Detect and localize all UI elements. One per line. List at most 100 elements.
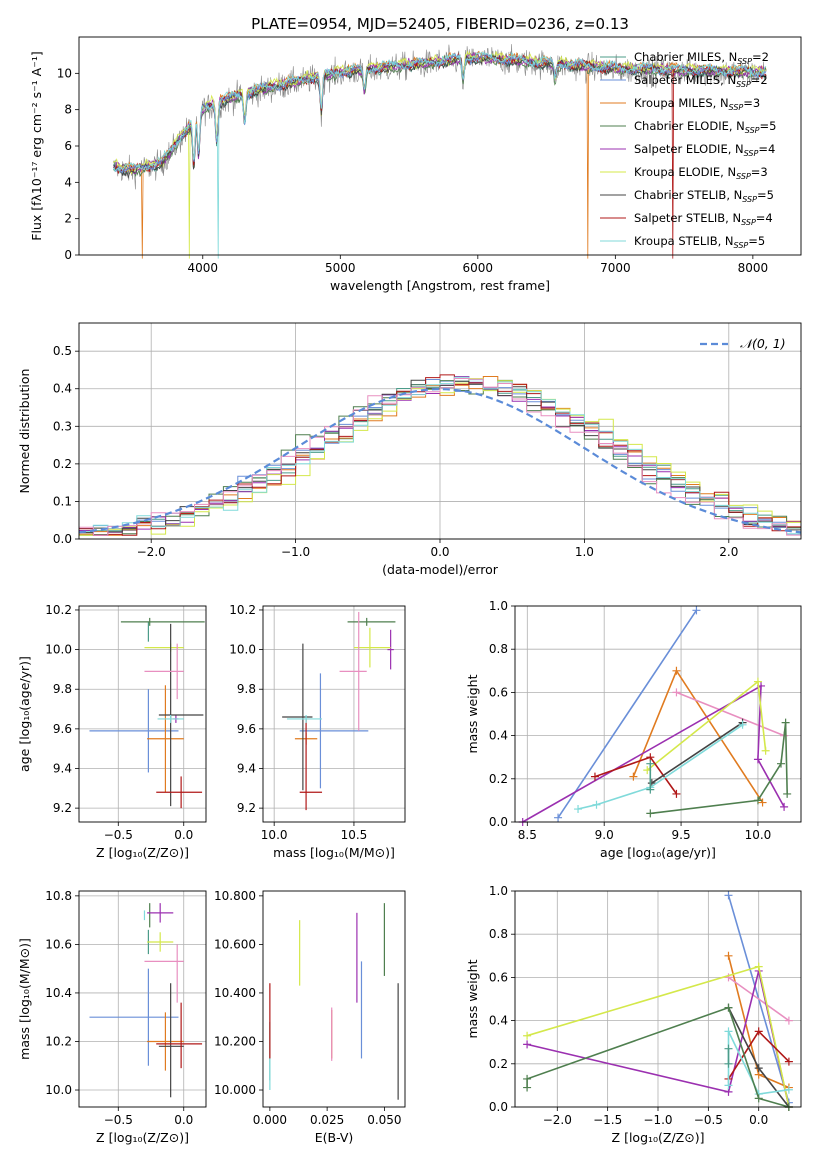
age-vs-mass-panel: 10.0 10.5 9.2 9.4 9.6 9.8 10.0 10.2 mass [log₁₀(… (229, 603, 406, 860)
axes-frame (78, 36, 802, 256)
errorbar-point (158, 983, 184, 1098)
y-tick-label: 0.6 (489, 685, 508, 699)
y-tick-label: 10.0 (229, 643, 256, 657)
x-tick-label: −1.5 (593, 1113, 622, 1127)
x-tick-label: 8000 (738, 261, 769, 275)
weight-point-marker (724, 1044, 733, 1053)
legend: Chabrier MILES, NSSP=2 Salpeter MILES, NS… (600, 50, 776, 250)
weight-point-marker (692, 606, 701, 615)
x-tick-label: 0.0 (430, 545, 449, 559)
weight-point-marker (523, 1083, 532, 1092)
axes-frame (262, 890, 406, 1108)
y-tick-label: 0.0 (489, 1100, 508, 1114)
weight-point-marker (754, 1094, 763, 1103)
axes-frame (514, 605, 802, 823)
y-tick-label: 0.4 (489, 1014, 508, 1028)
x-axis-label: (data-model)/error (382, 562, 499, 577)
y-tick-label: 1.0 (489, 884, 508, 898)
weight-point-marker (761, 746, 770, 755)
y-tick-label: 10.8 (45, 889, 72, 903)
weight-series-line (557, 609, 698, 819)
histogram-series (79, 376, 801, 535)
errorbar-point (387, 629, 394, 670)
x-tick-label: −2.0 (543, 1113, 572, 1127)
legend-entry: Chabrier MILES, NSSP=2 (634, 50, 769, 66)
legend-entry: Salpeter STELIB, NSSP=4 (634, 211, 773, 227)
x-axis-label: wavelength [Angstrom, rest frame] (330, 278, 550, 293)
spectrum-model-line (113, 52, 767, 259)
weight-series-line (522, 684, 785, 823)
y-tick-label: 10.600 (214, 937, 256, 951)
weight-point-marker (646, 785, 655, 794)
y-tick-label: 10.4 (45, 986, 72, 1000)
x-axis-label: mass [log₁₀(M/M⊙)] (273, 845, 395, 860)
y-tick-label: 9.6 (53, 722, 72, 736)
weight-point-marker (784, 1085, 793, 1094)
weight-point-marker (724, 1003, 733, 1012)
y-tick-label: 0.6 (489, 970, 508, 984)
y-axis-label: mass weight (465, 959, 480, 1038)
y-tick-label: 10.200 (214, 1034, 256, 1048)
y-tick-label: 0.1 (53, 494, 72, 508)
weight-point-marker (758, 798, 767, 807)
weight-point-marker (554, 813, 563, 822)
axes-frame (78, 322, 802, 540)
y-tick-label: 0.2 (53, 457, 72, 471)
plot-area (78, 374, 802, 536)
age-vs-metallicity-panel: −0.5 0.0 9.2 9.4 9.6 9.8 10.0 10.2 Z [log₁₀(Z/Z⊙… (17, 603, 207, 860)
legend-entry: Chabrier ELODIE, NSSP=5 (634, 119, 776, 135)
weight-point-marker (724, 973, 733, 982)
x-tick-label: 0.0 (174, 1113, 193, 1127)
axes-frame (262, 605, 406, 823)
y-tick-label: 0.8 (489, 927, 508, 941)
x-tick-label: 0.025 (310, 1113, 344, 1127)
y-tick-label: 0.5 (53, 344, 72, 358)
axes-frame (78, 605, 207, 823)
y-tick-label: 1.0 (489, 599, 508, 613)
plot-area (523, 891, 793, 1111)
legend-entry: Kroupa STELIB, NSSP=5 (634, 234, 765, 250)
histogram-series (79, 374, 801, 536)
weight-point-marker (724, 1081, 733, 1090)
y-tick-label: 10 (57, 66, 72, 80)
errorbar-point (144, 944, 184, 1003)
errorbar-point (89, 689, 179, 773)
weight-series (724, 1044, 733, 1068)
y-tick-label: 10.2 (229, 603, 256, 617)
y-tick-label: 0.0 (489, 815, 508, 829)
x-tick-label: 6000 (463, 261, 494, 275)
x-tick-label: 10.0 (745, 828, 772, 842)
x-tick-label: 10.0 (261, 828, 288, 842)
errorbar-point (147, 903, 174, 923)
weight-point-marker (672, 688, 681, 697)
weight-point-marker (724, 1027, 733, 1036)
mass-weight-vs-metallicity-panel: −2.0 −1.5 −1.0 −0.5 0.0 0.0 0.2 0.4 0.6 0.8 1.0 Z [… (465, 884, 802, 1145)
figure-title: PLATE=0954, MJD=52405, FIBERID=0236, z=0… (251, 15, 629, 33)
errorbar-point (147, 685, 184, 793)
errorbar-point (144, 643, 184, 700)
legend-entry: Kroupa MILES, NSSP=3 (634, 96, 760, 112)
y-tick-label: 9.2 (53, 801, 72, 815)
x-tick-label: 0.000 (253, 1113, 287, 1127)
x-tick-label: 4000 (187, 261, 218, 275)
weight-point-marker (646, 759, 655, 768)
y-axis-label: mass [log₁₀(M/M⊙)] (17, 938, 32, 1060)
x-tick-label: 9.0 (595, 828, 614, 842)
x-tick-label: 9.5 (672, 828, 691, 842)
weight-point-marker (753, 755, 762, 764)
plot-area (269, 903, 399, 1100)
errorbar-point (353, 627, 391, 668)
weight-series (643, 677, 770, 775)
x-tick-label: 0.0 (174, 828, 193, 842)
weight-point-marker (754, 1064, 763, 1073)
legend-entry: Kroupa ELODIE, NSSP=3 (634, 165, 768, 181)
errorbar-point (157, 714, 184, 723)
weight-point-marker (780, 802, 789, 811)
weight-point-marker (646, 809, 655, 818)
weight-series (646, 759, 655, 794)
plot-area (89, 903, 203, 1098)
weight-point-marker (724, 1059, 733, 1068)
x-axis-label: Z [log₁₀(Z/Z⊙)] (96, 1130, 189, 1145)
spectrum-panel: 4000 5000 6000 7000 8000 0 2 4 6 8 10 wavelength [A… (29, 36, 802, 293)
